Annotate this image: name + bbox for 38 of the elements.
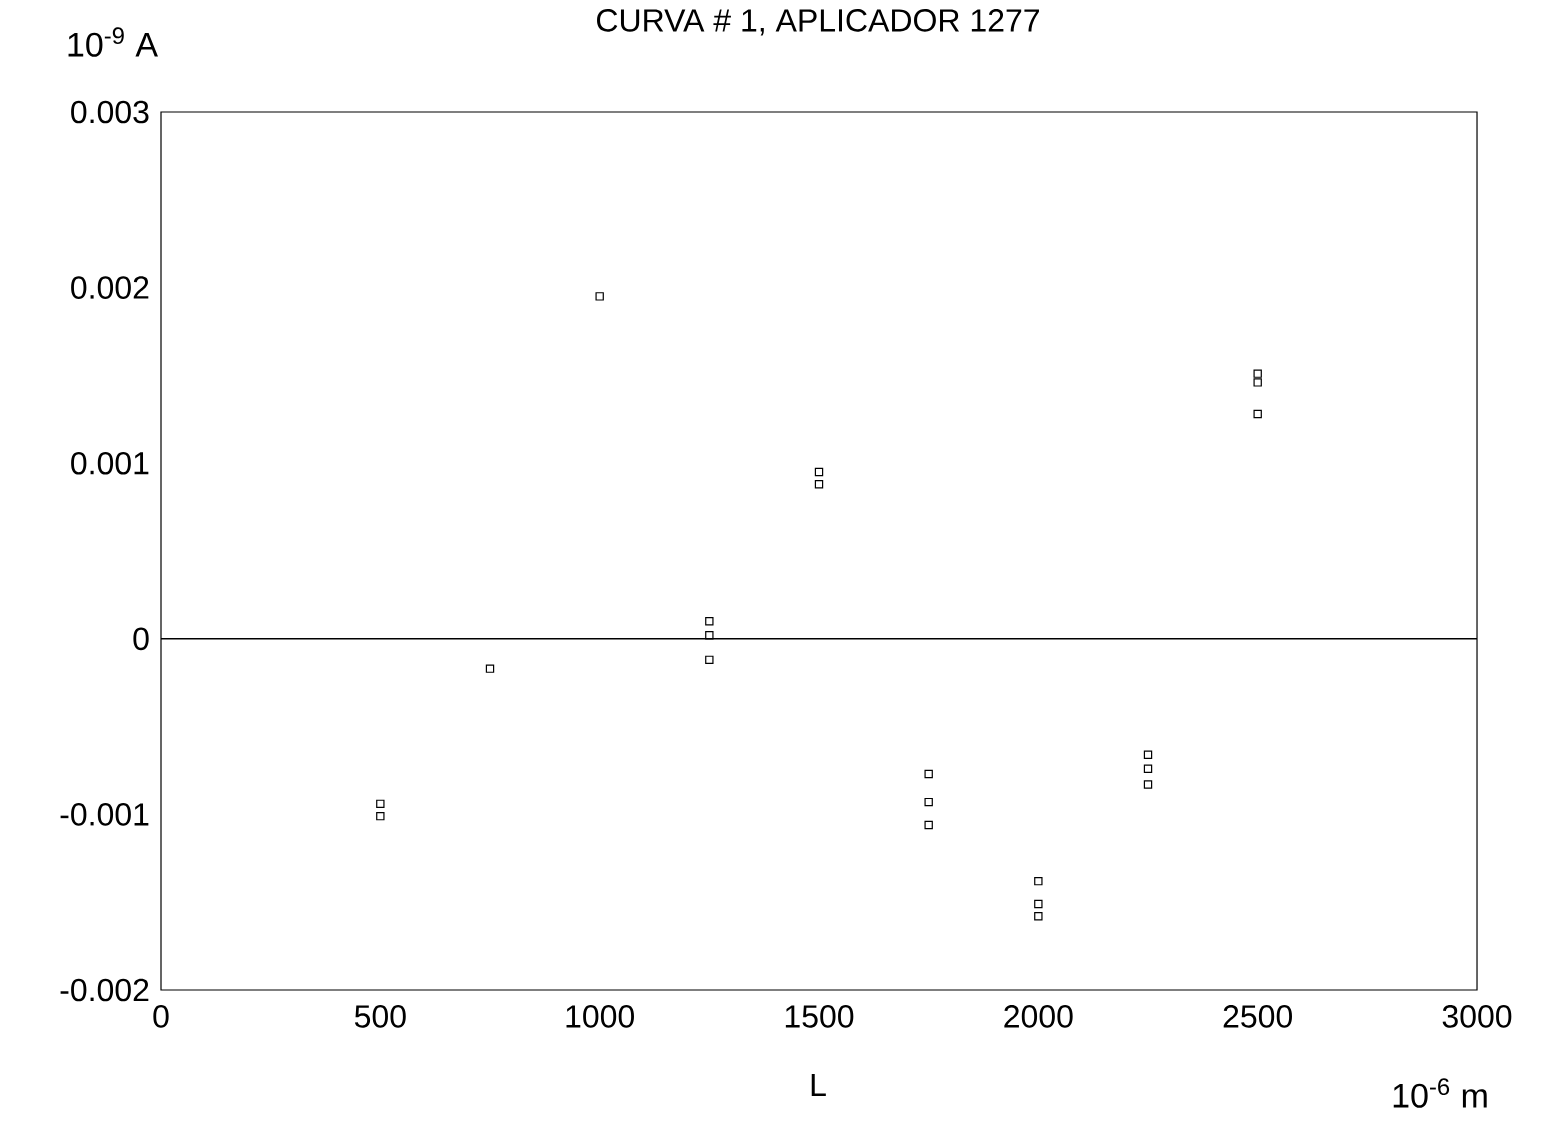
point xyxy=(1143,750,1153,759)
point xyxy=(1253,409,1262,419)
y-tick-label: 0 xyxy=(133,627,149,651)
point xyxy=(1034,899,1043,909)
point xyxy=(924,820,933,830)
point xyxy=(376,811,385,821)
text: 10$^{-6}$ m xyxy=(1393,1078,1487,1108)
x-tick-label: 500 xyxy=(354,1005,406,1028)
x-tick-label: 2000 xyxy=(1004,1005,1073,1028)
point xyxy=(705,617,714,626)
chart-title: CURVA # 1, APLICADOR 1277 xyxy=(597,9,1039,36)
point xyxy=(595,292,604,301)
point xyxy=(376,799,385,809)
point xyxy=(705,655,714,665)
y-tick-label: 0.001 xyxy=(71,451,149,475)
x-tick-label: 0 xyxy=(153,1005,169,1028)
point xyxy=(705,631,714,640)
point xyxy=(1034,912,1043,921)
point xyxy=(1034,876,1043,886)
point xyxy=(924,769,933,779)
x-tick-label: 1500 xyxy=(785,1005,854,1028)
y-tick-label: 0.003 xyxy=(71,100,149,124)
point xyxy=(485,664,495,673)
point xyxy=(924,797,933,807)
y-tick-label: 0.002 xyxy=(71,276,149,299)
x-tick-label: 2500 xyxy=(1223,1005,1292,1028)
y-tick-label: -0.001 xyxy=(60,803,149,826)
x-axis-title: L xyxy=(811,1073,826,1097)
point xyxy=(814,480,824,489)
point xyxy=(1143,764,1153,773)
point xyxy=(814,467,824,477)
x-tick-label: 3000 xyxy=(1442,1005,1512,1028)
point xyxy=(1253,378,1262,387)
y-axis-title: 10$^{-9}$ A xyxy=(68,27,158,57)
y-tick-label: -0.002 xyxy=(60,978,149,1002)
point xyxy=(1253,369,1262,378)
x-tick-label: 1000 xyxy=(566,1005,634,1028)
point xyxy=(1143,780,1153,789)
